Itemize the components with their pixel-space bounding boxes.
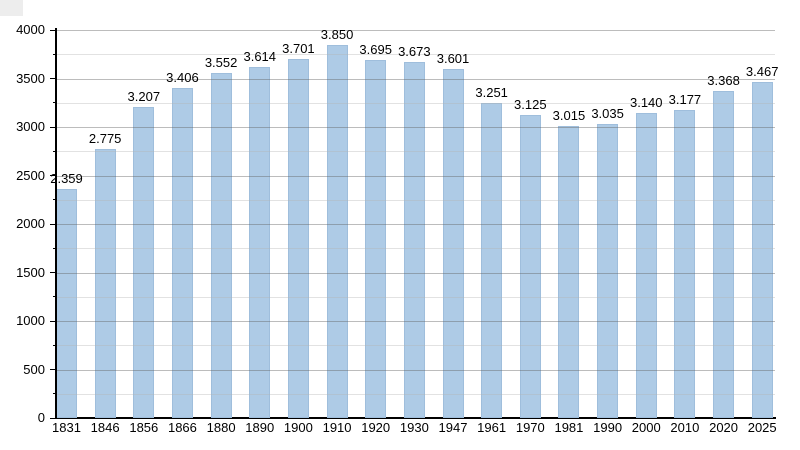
x-tick-label: 1890 <box>245 420 275 435</box>
x-tick-label: 2020 <box>709 420 739 435</box>
x-tick-label: 1970 <box>515 420 545 435</box>
y-tick-major <box>50 29 57 31</box>
y-tick-label: 1500 <box>16 264 45 280</box>
bar <box>365 59 387 418</box>
bar <box>171 87 193 418</box>
corner-artifact <box>0 0 23 16</box>
bar <box>249 67 271 418</box>
y-tick-minor <box>53 150 57 152</box>
bar <box>210 73 232 418</box>
y-tick-minor <box>53 102 57 104</box>
y-tick-major <box>50 320 57 322</box>
bar <box>635 113 657 418</box>
y-tick-label: 500 <box>23 361 45 377</box>
y-tick-major <box>50 78 57 79</box>
x-tick-label: 1981 <box>554 420 584 435</box>
x-tick-label: 1930 <box>399 420 429 435</box>
bar <box>326 44 348 418</box>
y-tick-minor <box>53 199 57 201</box>
bar <box>751 81 773 418</box>
y-tick-major <box>50 272 57 273</box>
y-tick-major <box>50 369 57 370</box>
y-tick-label: 4000 <box>16 22 45 37</box>
bar <box>442 68 464 418</box>
x-tick-label: 1846 <box>90 420 120 435</box>
x-tick-label: 1910 <box>322 420 352 435</box>
x-tick-label: 1880 <box>206 420 236 435</box>
y-tick-label: 1000 <box>16 313 45 328</box>
x-tick-label: 2010 <box>670 420 700 435</box>
y-tick-minor <box>53 53 57 55</box>
x-tick-label: 1866 <box>167 420 197 435</box>
bar <box>558 125 580 418</box>
bar <box>713 91 735 418</box>
bar <box>519 114 541 418</box>
x-tick-label: 1900 <box>283 420 313 435</box>
y-tick-minor <box>53 296 57 298</box>
bar <box>403 61 425 418</box>
x-tick-label: 2025 <box>747 420 777 435</box>
bar <box>674 109 696 418</box>
x-tick-label: 1920 <box>361 420 391 435</box>
x-tick-label: 1856 <box>129 420 159 435</box>
y-tick-minor <box>53 344 57 346</box>
x-tick-label: 1961 <box>477 420 507 435</box>
y-axis-line <box>55 28 57 418</box>
x-tick-label: 1831 <box>52 420 81 435</box>
y-tick-minor <box>53 247 57 249</box>
plot-area: 2.359 2.775 3.207 3.406 3.552 3.614 3.701 3.850… <box>50 27 778 418</box>
y-tick-minor <box>53 393 57 395</box>
bar <box>597 123 619 418</box>
y-tick-label: 0 <box>37 410 45 425</box>
y-tick-major <box>50 417 57 419</box>
bars-layer <box>57 30 775 418</box>
y-tick-major <box>50 126 57 128</box>
bar <box>287 59 309 418</box>
bar <box>57 189 77 418</box>
y-tick-label: 3500 <box>16 70 45 86</box>
y-tick-label: 2500 <box>16 167 45 183</box>
x-tick-label: 1947 <box>438 420 468 435</box>
x-tick-label: 1990 <box>593 420 623 435</box>
y-tick-label: 3000 <box>16 119 45 134</box>
y-tick-major <box>50 175 57 176</box>
x-tick-label: 2000 <box>631 420 661 435</box>
x-axis-line <box>55 417 776 419</box>
bar <box>94 148 116 418</box>
y-tick-label: 2000 <box>16 216 45 231</box>
y-tick-major <box>50 223 57 225</box>
bar <box>481 102 503 418</box>
bar <box>133 106 155 418</box>
